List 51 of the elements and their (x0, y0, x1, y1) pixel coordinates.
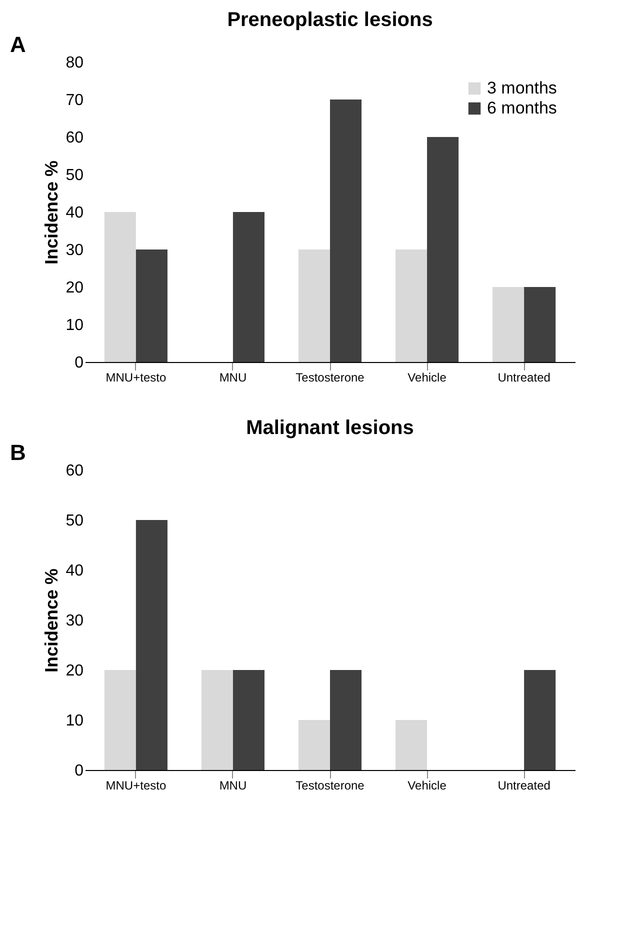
x-tick-label: MNU (219, 778, 247, 792)
y-tick-label: 60 (66, 462, 84, 480)
y-tick-label: 30 (66, 242, 84, 259)
x-tick-label: MNU+testo (106, 370, 166, 384)
y-axis-title: Incidence % (42, 160, 62, 265)
x-tick-label: Vehicle (408, 370, 447, 384)
bar (104, 670, 136, 770)
bar (232, 212, 265, 362)
text: B (10, 440, 26, 465)
x-tick-label: MNU (219, 370, 247, 384)
bar (492, 287, 524, 362)
x-tick-label: MNU+testo (106, 778, 166, 792)
y-tick-label: 10 (66, 712, 84, 730)
y-tick-label: 50 (66, 167, 84, 184)
bar (104, 212, 136, 362)
bar (298, 720, 330, 770)
bar (330, 670, 362, 770)
bar (395, 720, 428, 770)
y-tick-label: 10 (66, 317, 84, 334)
bar (330, 100, 362, 362)
legend-label: 6 months (487, 98, 557, 118)
y-tick-label: 70 (66, 92, 84, 109)
bar (524, 287, 556, 362)
y-tick-label: 20 (66, 280, 84, 296)
y-tick-label: 20 (66, 662, 84, 680)
x-tick-label: Testosterone (296, 778, 365, 792)
bar (298, 250, 330, 362)
y-tick-label: 30 (66, 612, 84, 630)
bar (201, 670, 233, 770)
y-tick-label: 0 (74, 354, 84, 372)
y-tick-label: 60 (66, 130, 84, 146)
y-tick-label: 50 (66, 512, 84, 530)
chart-title: Malignant lesions (246, 417, 414, 439)
bar (427, 137, 459, 362)
x-tick-label: Untreated (498, 370, 550, 384)
x-tick-label: Untreated (498, 778, 550, 792)
text: A (10, 32, 26, 57)
y-tick-label: 40 (66, 204, 84, 222)
bar (395, 250, 428, 362)
x-tick-label: Vehicle (408, 778, 447, 792)
y-tick-label: 80 (66, 54, 84, 72)
y-tick-label: 0 (74, 762, 84, 780)
legend-label: 3 months (487, 78, 557, 98)
bar (136, 250, 168, 362)
bar (136, 520, 168, 770)
bar (232, 670, 265, 770)
bar (524, 670, 556, 770)
y-tick-label: 40 (66, 562, 84, 580)
chart-title: Preneoplastic lesions (227, 9, 433, 31)
x-tick-label: Testosterone (296, 370, 365, 384)
y-axis-title: Incidence % (42, 568, 62, 673)
